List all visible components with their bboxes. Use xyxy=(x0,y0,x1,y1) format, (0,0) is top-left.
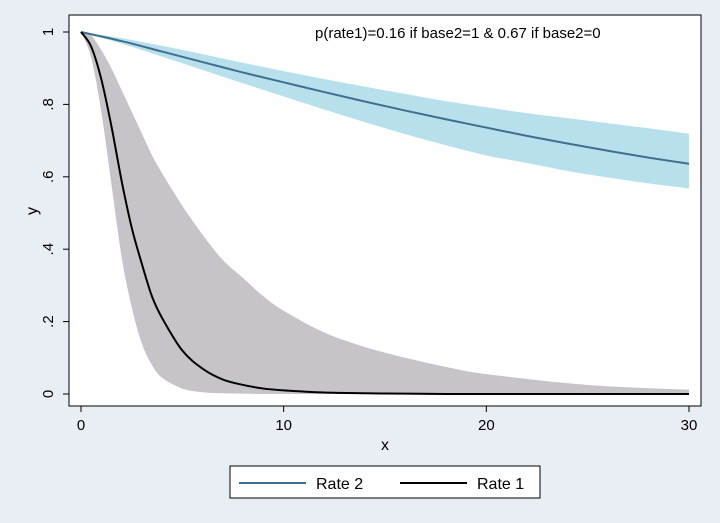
series-lines xyxy=(80,31,690,396)
x-tick-label: 20 xyxy=(478,417,495,434)
line-rate-1 xyxy=(80,31,689,396)
axes: 0 10 20 30 0 .2 .4 .6 .8 1 xyxy=(40,15,701,434)
x-axis-title: x xyxy=(381,437,389,454)
y-tick-label: 1 xyxy=(40,28,57,36)
x-tick-label: 10 xyxy=(275,417,292,434)
y-tick-label: .2 xyxy=(40,315,57,328)
y-tick-label: .8 xyxy=(40,98,57,111)
legend: Rate 2 Rate 1 xyxy=(229,465,541,499)
y-tick-label: .4 xyxy=(40,243,57,256)
y-tick-label: .6 xyxy=(40,171,57,184)
x-tick-label: 30 xyxy=(681,417,698,434)
confidence-bands xyxy=(81,32,689,395)
x-tick-label: 0 xyxy=(77,417,85,434)
annotation-text: p(rate1)=0.16 if base2=1 & 0.67 if base2… xyxy=(315,25,601,42)
band-rate-1 xyxy=(81,32,689,395)
legend-box xyxy=(229,465,541,499)
band-rate-2 xyxy=(81,32,689,189)
line-rate-2 xyxy=(80,31,690,165)
y-axis-title: y xyxy=(24,207,41,215)
legend-label-rate-1: Rate 1 xyxy=(477,476,524,493)
legend-label-rate-2: Rate 2 xyxy=(316,476,363,493)
y-tick-label: 0 xyxy=(40,390,57,398)
